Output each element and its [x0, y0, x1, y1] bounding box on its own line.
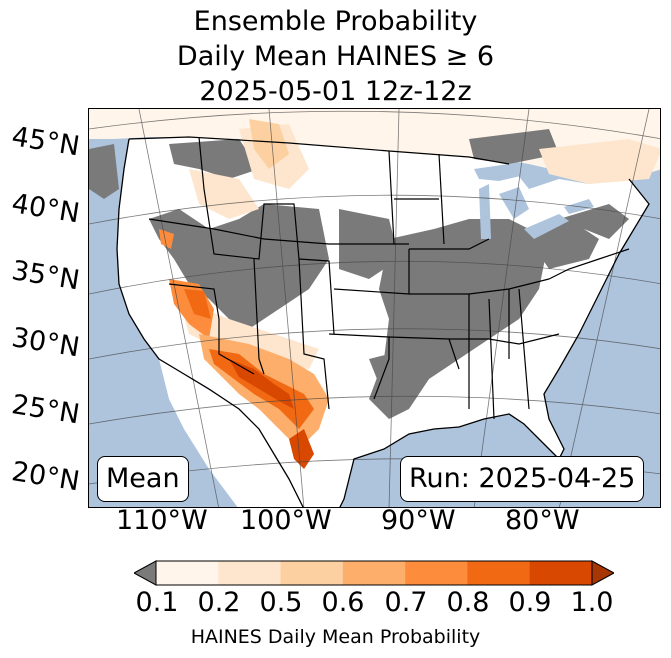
title-line-1: Ensemble Probability: [193, 6, 478, 37]
title-line-3: 2025-05-01 12z-12z: [199, 76, 472, 107]
lon-label-100: 100°W: [240, 505, 332, 536]
colorbar-under-arrow: [134, 560, 157, 586]
map-canvas: [89, 109, 660, 507]
colorbar-tick: 0.5: [259, 587, 303, 618]
lat-label-40: 40°N: [9, 188, 82, 230]
mexico-land: [159, 359, 303, 507]
missing-data-regions: [89, 129, 629, 419]
run-date-box: Run: 2025-04-25: [400, 456, 645, 502]
lon-label-90: 90°W: [381, 505, 456, 536]
colorbar-cell: [218, 561, 282, 585]
colorbar-tick: 0.8: [446, 587, 490, 618]
title-line-2: Daily Mean HAINES ≥ 6: [176, 41, 495, 72]
canada-land: [89, 109, 660, 184]
lat-label-35: 35°N: [9, 255, 82, 297]
colorbar-tick: 0.7: [384, 587, 428, 618]
lat-label-25: 25°N: [9, 389, 82, 431]
probability-map: [88, 108, 661, 508]
state-borders: [128, 136, 630, 420]
lat-label-30: 30°N: [9, 322, 82, 364]
colorbar-over-arrow: [591, 560, 614, 586]
lon-label-80: 80°W: [505, 505, 580, 536]
lon-label-110: 110°W: [116, 505, 208, 536]
lat-label-45: 45°N: [9, 121, 82, 163]
colorbar-outline: [155, 560, 593, 586]
colorbar-cell: [405, 561, 468, 585]
lat-label-20: 20°N: [9, 456, 82, 498]
colorbar-cell: [280, 561, 344, 585]
colorbar-cell: [342, 561, 406, 585]
colorbar-tick: 0.1: [135, 587, 179, 618]
colorbar: [134, 560, 614, 586]
colorbar-tick: 0.2: [197, 587, 241, 618]
colorbar-tick: 0.6: [321, 587, 365, 618]
colorbar-label: HAINES Daily Mean Probability: [190, 626, 481, 648]
colorbar-cell: [156, 561, 219, 585]
colorbar-cell: [467, 561, 531, 585]
colorbar-tick: 0.9: [508, 587, 552, 618]
colorbar-cell: [529, 561, 593, 585]
stat-type-box: Mean: [97, 456, 189, 502]
colorbar-tick: 1.0: [570, 587, 614, 618]
